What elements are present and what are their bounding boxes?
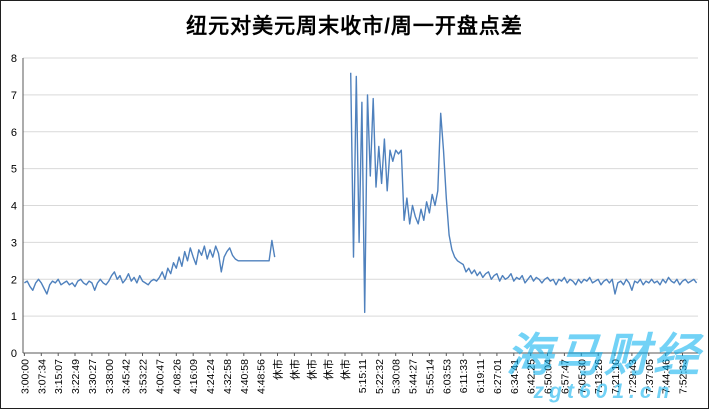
x-tick-label: 休市 xyxy=(305,359,318,380)
x-tick-label: 5:15:11 xyxy=(357,359,369,393)
spread-line-series xyxy=(24,72,698,314)
x-tick-label: 休市 xyxy=(339,359,352,380)
y-tick-label: 8 xyxy=(11,53,17,65)
y-tick-label: 5 xyxy=(11,164,17,176)
x-tick-label: 休市 xyxy=(288,359,301,380)
x-tick-label: 3:22:49 xyxy=(70,359,82,394)
x-tick-label: 3:07:34 xyxy=(36,359,48,394)
x-tick-label: 5:22:32 xyxy=(374,359,386,394)
x-tick-label: 6:27:01 xyxy=(492,359,504,394)
x-tick-label: 4:40:58 xyxy=(239,359,251,394)
x-tick-label: 3:38:00 xyxy=(104,359,116,394)
chart-title: 纽元对美元周末收市/周一开盘点差 xyxy=(186,15,523,38)
x-tick-label: 7:52:33 xyxy=(678,359,690,394)
x-tick-label: 7:29:43 xyxy=(627,359,639,394)
x-tick-label: 4:32:58 xyxy=(222,359,234,394)
y-tick-label: 4 xyxy=(11,201,17,213)
x-tick-label: 4:08:26 xyxy=(171,359,183,394)
x-tick-label: 休市 xyxy=(272,359,285,380)
x-tick-label: 6:34:41 xyxy=(509,359,521,394)
x-tick-label: 7:05:30 xyxy=(576,359,588,394)
x-tick-label: 5:44:27 xyxy=(408,359,420,394)
x-tick-label: 4:24:24 xyxy=(205,359,217,394)
y-tick-label: 2 xyxy=(11,274,17,286)
x-tick-label: 3:00:00 xyxy=(19,359,31,394)
x-tick-label: 5:55:14 xyxy=(424,359,436,394)
y-tick-label: 7 xyxy=(11,90,17,102)
x-tick-label: 6:19:11 xyxy=(475,359,487,393)
x-tick-label: 3:15:07 xyxy=(53,359,65,394)
x-tick-label: 4:16:09 xyxy=(188,359,200,394)
x-tick-label: 休市 xyxy=(322,359,335,380)
x-tick-label: 4:00:47 xyxy=(154,359,166,394)
y-tick-label: 3 xyxy=(11,237,17,249)
x-tick-label: 7:37:05 xyxy=(644,359,656,394)
x-tick-label: 5:30:08 xyxy=(391,359,403,394)
x-tick-label: 4:48:56 xyxy=(256,359,268,394)
x-tick-label: 3:30:27 xyxy=(87,359,99,394)
x-tick-label: 7:21:10 xyxy=(610,359,622,394)
x-tick-label: 3:45:42 xyxy=(121,359,133,394)
x-tick-label: 6:42:25 xyxy=(526,359,538,394)
x-tick-label: 7:13:26 xyxy=(593,359,605,394)
x-tick-label: 7:44:46 xyxy=(661,359,673,394)
x-tick-label: 6:11:33 xyxy=(458,359,470,393)
x-tick-label: 6:03:53 xyxy=(441,359,453,394)
x-tick-label: 3:53:22 xyxy=(138,359,150,394)
y-tick-label: 6 xyxy=(11,127,17,139)
x-tick-label: 6:57:47 xyxy=(559,359,571,394)
x-tick-label: 6:50:04 xyxy=(543,359,555,394)
y-tick-label: 1 xyxy=(11,311,17,323)
y-tick-label: 0 xyxy=(11,348,17,360)
